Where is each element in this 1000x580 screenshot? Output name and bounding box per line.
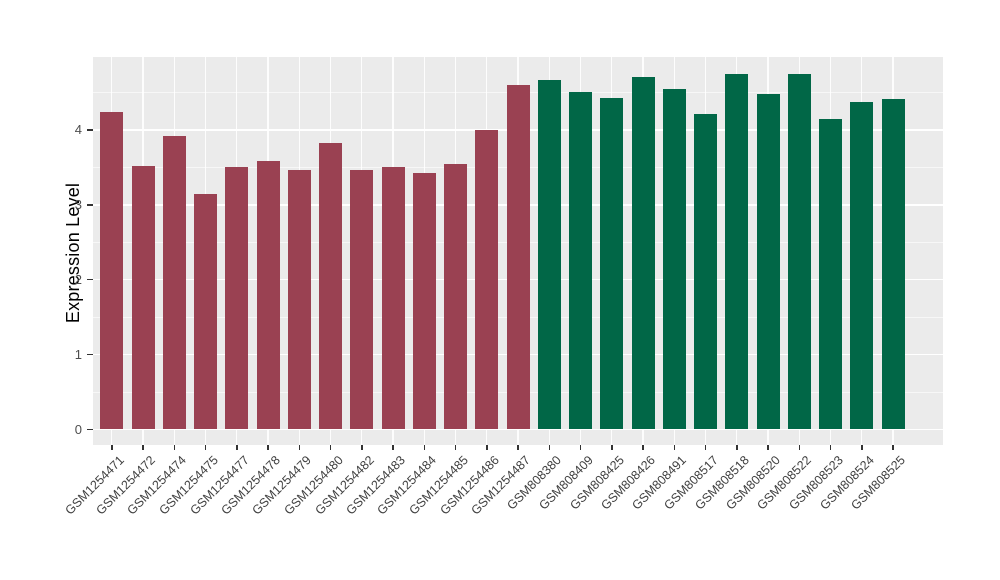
x-axis-tick-mark [267,445,269,450]
x-axis-tick-mark [298,445,300,450]
x-axis-tick-mark [423,445,425,450]
bar [381,166,405,430]
bar [194,193,217,430]
plot-panel [93,57,943,445]
x-axis-tick-mark [579,445,582,450]
x-axis-tick-mark [642,445,644,450]
y-axis-tick-mark [87,353,93,356]
y-axis-tick-label: 0 [74,422,82,437]
x-axis-tick-mark [111,445,113,450]
bar [444,163,467,430]
y-axis-tick-label: 1 [74,347,82,363]
x-axis-tick-mark [392,445,394,450]
bar [881,99,905,430]
bar [850,102,874,430]
x-axis-tick-mark [829,445,832,450]
x-axis-tick-mark [173,445,175,450]
bar [256,161,280,430]
x-axis-tick-mark [767,445,769,450]
x-axis-tick-mark [454,445,457,450]
bar [506,84,530,430]
bar [287,170,311,430]
x-axis-tick-mark [861,445,863,450]
x-axis-tick-mark [236,445,238,450]
bar [600,98,624,430]
x-axis-tick-mark [611,445,613,450]
y-axis-tick-mark [87,278,93,281]
bar [537,80,561,430]
x-axis-tick-mark [704,445,707,450]
bar [350,169,374,430]
x-axis-tick-mark [736,445,738,450]
bar [131,165,155,430]
x-axis-tick-mark [673,445,675,450]
y-axis-tick-label: 3 [74,197,82,213]
y-axis-tick-label: 2 [74,272,82,288]
y-axis-title: Expression Level [63,182,83,324]
x-axis-tick-mark [329,445,332,450]
bar [662,89,686,430]
x-axis-tick-mark [204,445,207,450]
bar [412,172,436,430]
bar [319,142,342,430]
x-axis-tick-mark [361,445,363,450]
bar [100,111,124,430]
bar [819,119,842,430]
bar [756,93,780,430]
bar [694,114,717,430]
x-axis-tick-mark [892,445,894,450]
y-axis-tick-mark [87,129,93,131]
y-axis-tick-mark [87,428,93,431]
bar [631,76,655,430]
x-axis-tick-mark [548,445,550,450]
bar [162,135,186,430]
x-axis-tick-mark [798,445,800,450]
x-axis-tick-mark [486,445,488,450]
x-axis-tick-mark [142,445,144,450]
y-axis-tick-mark [87,204,93,206]
x-axis-tick-mark [517,445,519,450]
bar [569,91,592,430]
bar [787,74,811,430]
bar [725,73,749,430]
bar [225,166,249,430]
y-axis-tick-label: 4 [74,122,82,138]
bar [475,129,499,430]
